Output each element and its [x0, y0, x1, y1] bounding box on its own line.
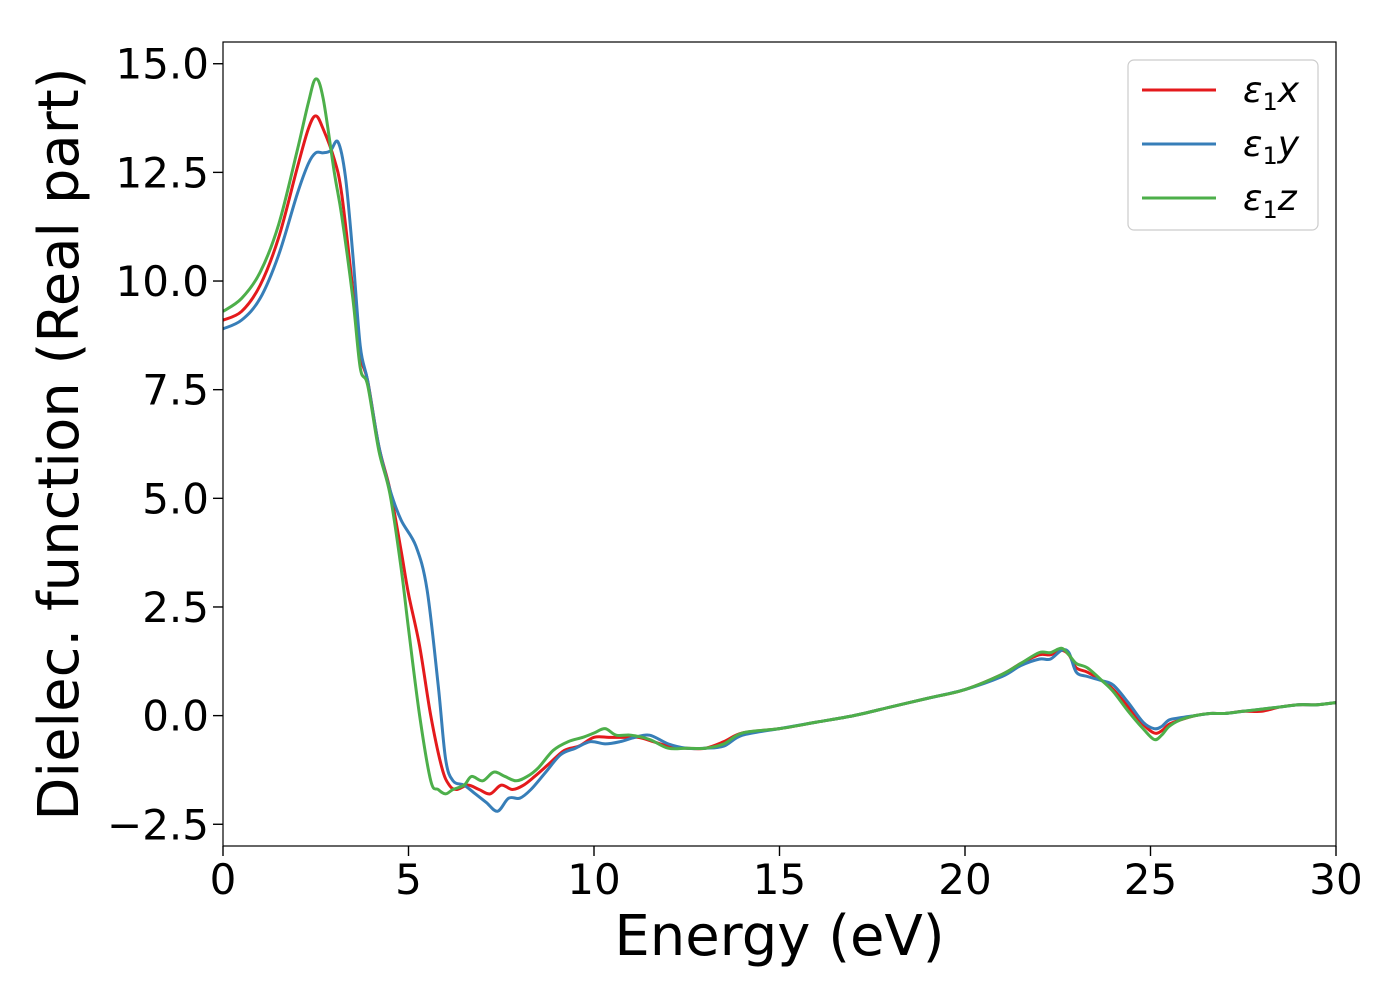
- legend-label-y: ε1y: [1243, 124, 1300, 170]
- x-tick-label: 10: [567, 855, 620, 904]
- x-axis: 0 5 10 15 20 25 30: [210, 846, 1363, 904]
- x-tick-label: 20: [938, 855, 991, 904]
- legend-label-x: ε1x: [1243, 70, 1300, 116]
- legend: ε1x ε1y ε1z: [1127, 59, 1319, 231]
- x-axis-title: Energy (eV): [614, 904, 944, 969]
- y-tick-label: 7.5: [142, 366, 209, 415]
- y-tick-label: −2.5: [107, 800, 209, 849]
- x-tick-label: 25: [1124, 855, 1177, 904]
- y-tick-label: 10.0: [115, 257, 209, 306]
- y-tick-label: 5.0: [142, 474, 209, 523]
- y-tick-label: 15.0: [115, 40, 209, 89]
- y-tick-label: 12.5: [115, 148, 209, 197]
- y-tick-label: 2.5: [142, 583, 209, 632]
- y-axis-title: Dielec. function (Real part): [27, 67, 92, 820]
- series-line-y: [223, 139, 1336, 813]
- legend-box: [1127, 59, 1319, 231]
- series-layer: [223, 77, 1336, 813]
- y-tick-label: 0.0: [142, 692, 209, 741]
- x-tick-label: 5: [395, 855, 422, 904]
- y-axis: −2.5 0.0 2.5 5.0 7.5 10.0 12.5 15.0: [107, 40, 223, 849]
- x-tick-label: 0: [210, 855, 237, 904]
- series-line-z: [223, 77, 1336, 796]
- x-tick-label: 15: [753, 855, 806, 904]
- x-tick-label: 30: [1309, 855, 1362, 904]
- legend-label-z: ε1z: [1243, 178, 1298, 224]
